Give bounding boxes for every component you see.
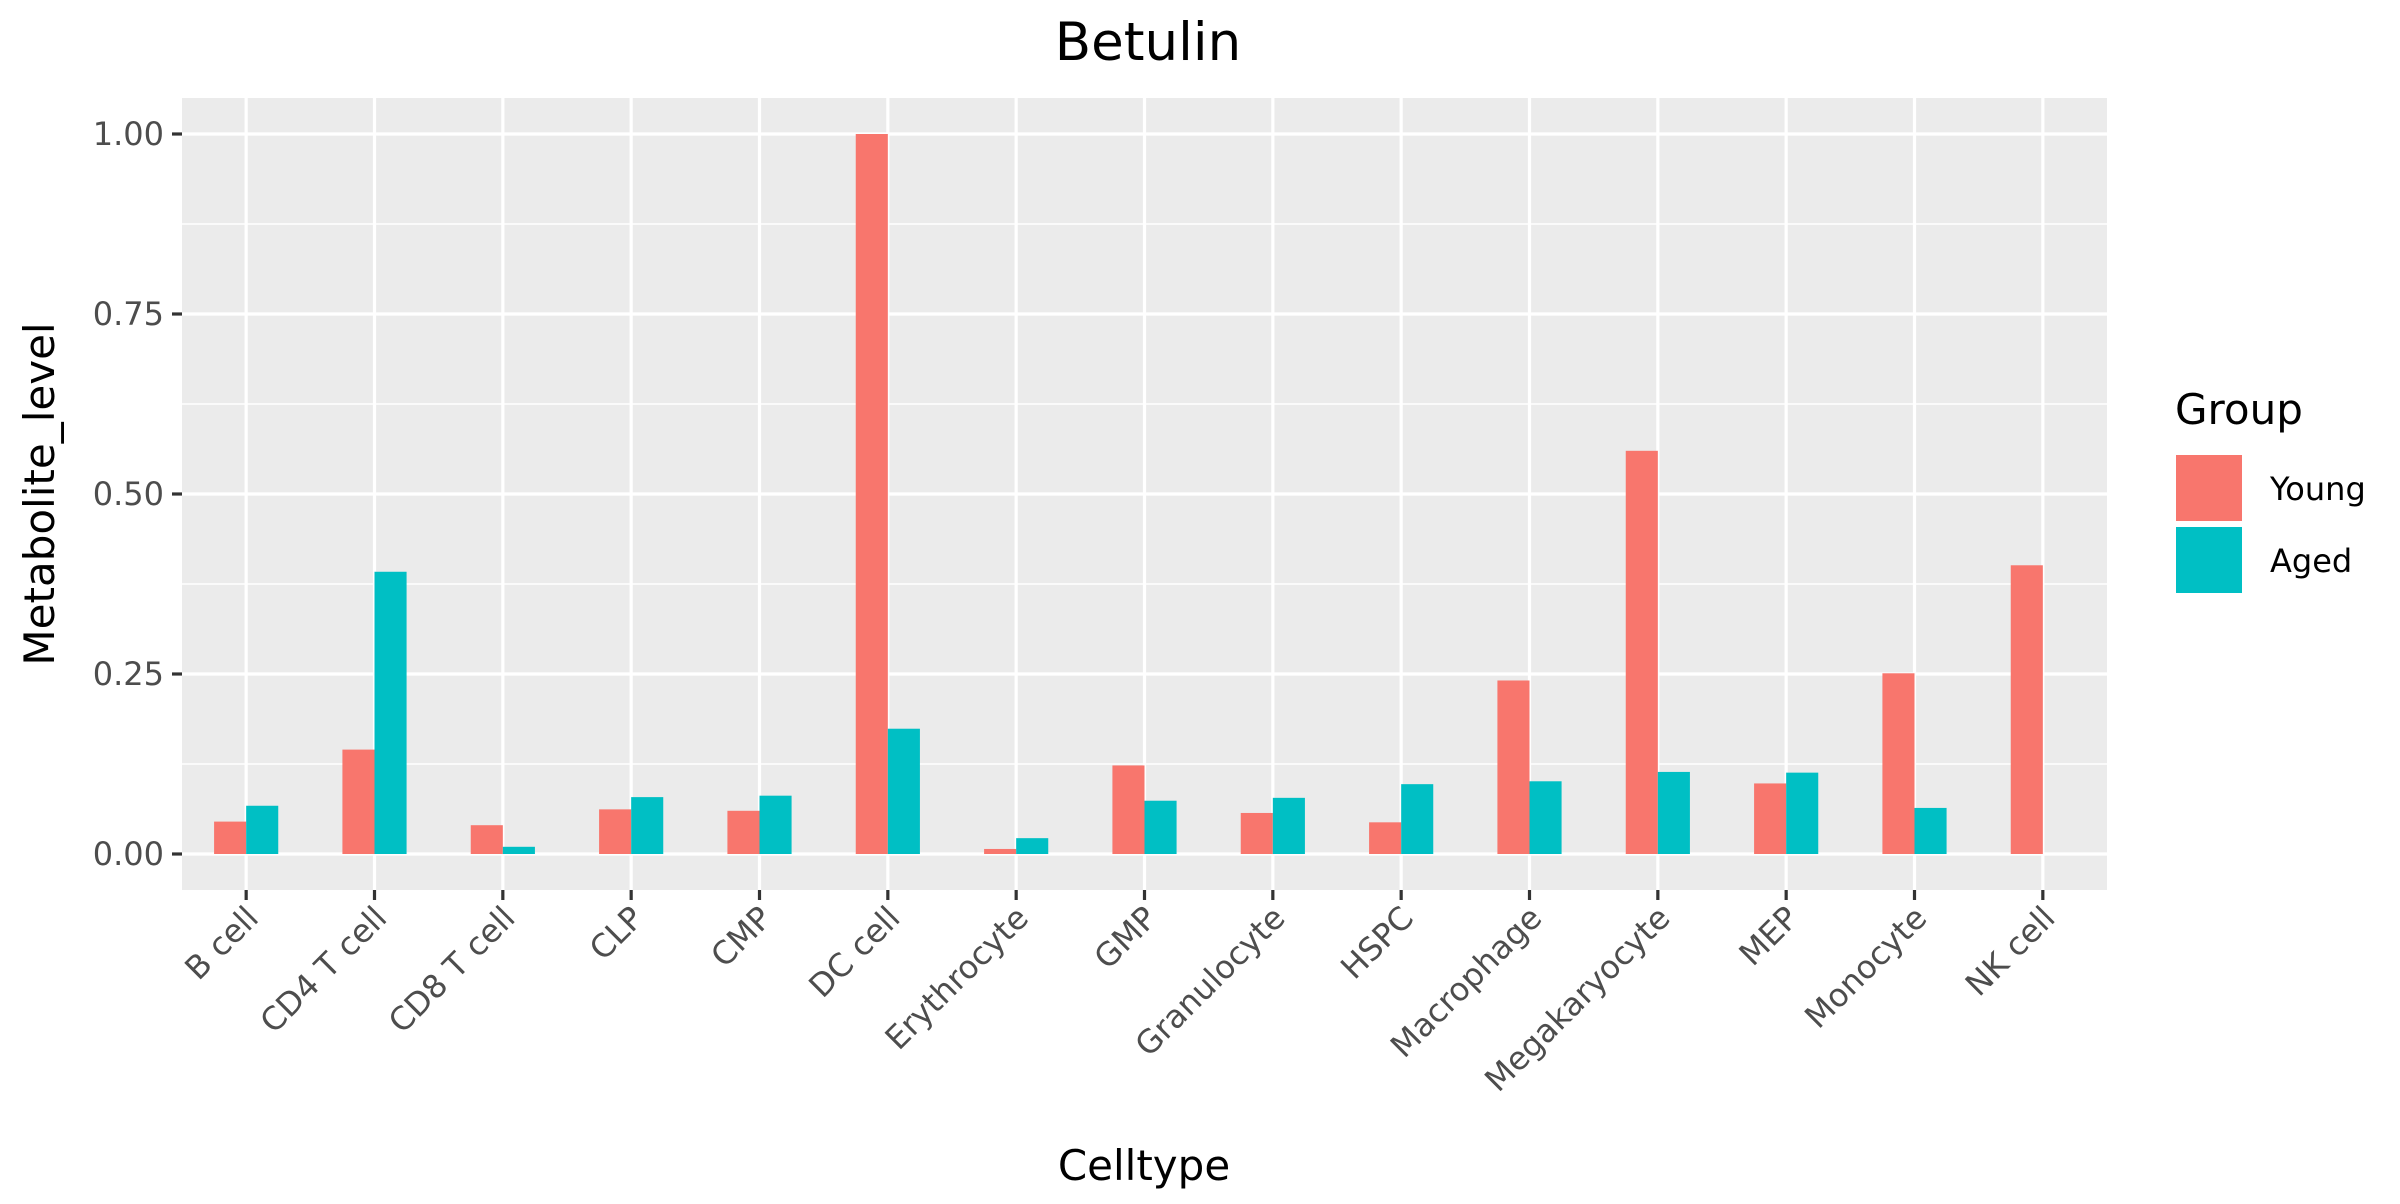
bar-young-clp — [599, 809, 632, 854]
legend-label: Young — [2269, 470, 2366, 508]
x-tick-label: CD8 T cell — [381, 899, 523, 1041]
y-axis: 0.00 0.25 0.50 0.75 1.00 — [93, 115, 182, 873]
legend: Group Young Aged — [2175, 385, 2366, 593]
y-axis-title: Metabolite_level — [15, 322, 64, 665]
legend-key-aged — [2176, 527, 2242, 593]
y-tick-label: 0.50 — [93, 475, 164, 513]
bar-young-nk-cell — [2010, 565, 2043, 854]
bar-young-gmp — [1112, 765, 1145, 854]
bar-young-erythrocyte — [984, 848, 1017, 854]
bar-aged-mep — [1786, 772, 1819, 854]
bar-aged-hspc — [1401, 784, 1434, 854]
bar-young-granulocyte — [1240, 812, 1273, 854]
bar-aged-monocyte — [1914, 807, 1947, 854]
legend-key-young — [2176, 455, 2242, 521]
x-tick-label: B cell — [177, 899, 266, 988]
x-tick-label: DC cell — [801, 899, 907, 1005]
bar-aged-megakaryocyte — [1657, 771, 1690, 854]
bar-young-dc-cell — [855, 134, 888, 854]
x-tick-label: MEP — [1731, 899, 1805, 973]
bar-aged-granulocyte — [1272, 797, 1305, 854]
bar-young-mep — [1754, 783, 1787, 854]
chart-title: Betulin — [1055, 12, 1241, 73]
bar-young-cd8-t-cell — [470, 825, 503, 854]
bar-young-cd4-t-cell — [342, 749, 375, 854]
x-axis-title: Celltype — [1058, 1141, 1230, 1190]
legend-items: Young Aged — [2176, 455, 2366, 593]
bar-aged-gmp — [1144, 800, 1177, 854]
x-tick-label: CLP — [582, 899, 651, 968]
bar-aged-cmp — [759, 795, 792, 854]
bar-aged-erythrocyte — [1016, 838, 1049, 854]
legend-label: Aged — [2270, 542, 2352, 580]
bar-young-monocyte — [1882, 673, 1915, 854]
y-tick-label: 0.75 — [93, 295, 164, 333]
bar-aged-cd8-t-cell — [502, 846, 535, 854]
bars — [214, 134, 2043, 854]
legend-title: Group — [2175, 385, 2303, 434]
bar-young-hspc — [1369, 822, 1402, 854]
x-tick-label: NK cell — [1958, 899, 2063, 1004]
y-tick-label: 0.25 — [93, 655, 164, 693]
x-tick-label: Monocyte — [1797, 899, 1934, 1036]
bar-aged-dc-cell — [887, 728, 920, 854]
x-tick-label: HSPC — [1333, 899, 1421, 987]
bar-young-macrophage — [1497, 680, 1530, 854]
x-tick-label: GMP — [1087, 899, 1165, 977]
bar-aged-cd4-t-cell — [374, 571, 407, 854]
x-tick-label: CMP — [703, 899, 779, 975]
bar-aged-b-cell — [246, 805, 279, 854]
bar-young-b-cell — [214, 821, 247, 854]
x-tick-label: CD4 T cell — [253, 899, 395, 1041]
bar-aged-macrophage — [1529, 781, 1562, 854]
y-tick-label: 0.00 — [93, 835, 164, 873]
bar-young-cmp — [727, 810, 760, 854]
bar-young-megakaryocyte — [1625, 450, 1658, 854]
bar-aged-clp — [631, 797, 664, 854]
y-tick-label: 1.00 — [93, 115, 164, 153]
